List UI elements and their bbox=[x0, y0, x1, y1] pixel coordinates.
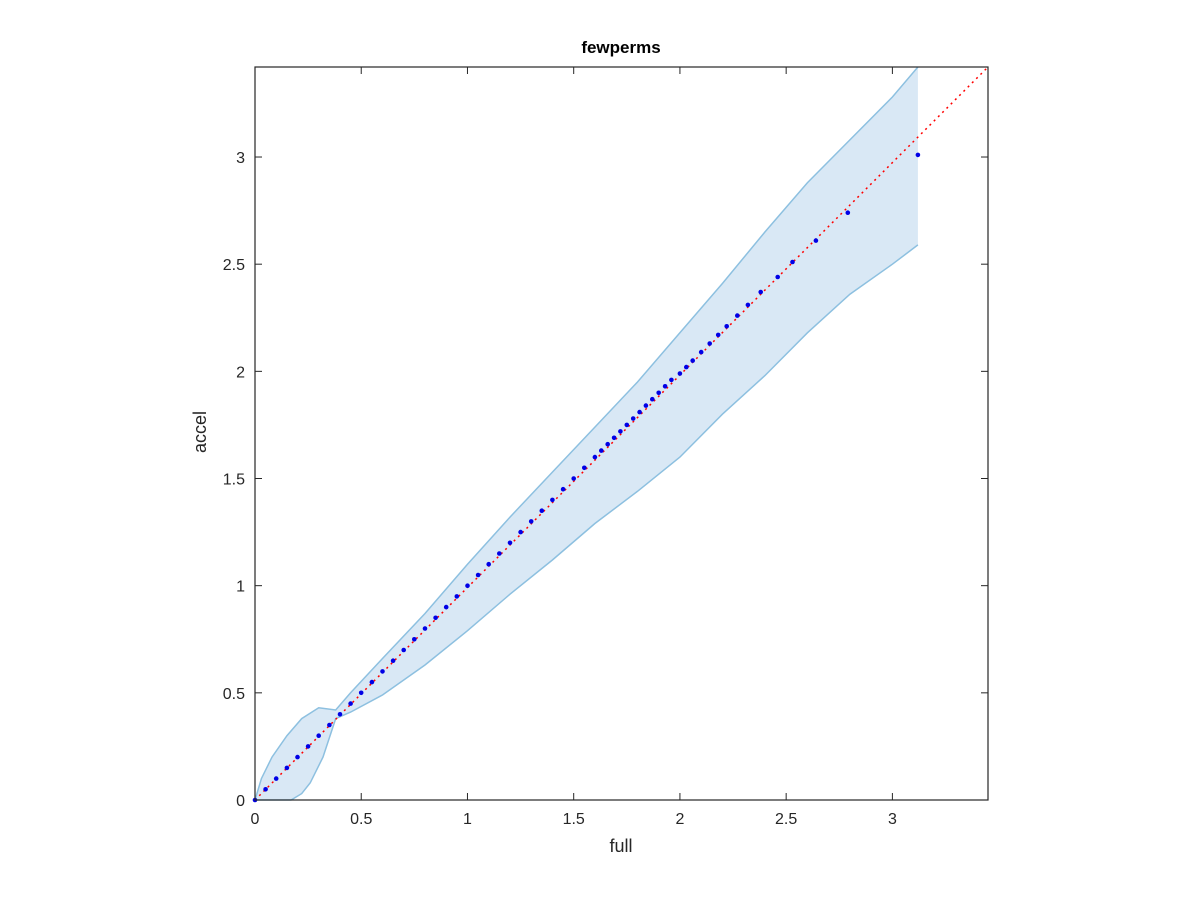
data-point bbox=[775, 274, 780, 280]
data-point bbox=[724, 324, 729, 329]
x-axis-label: full bbox=[609, 836, 632, 856]
x-tick-label: 3 bbox=[888, 811, 897, 828]
x-tick-label: 2.5 bbox=[775, 811, 797, 828]
data-point bbox=[422, 626, 428, 631]
y-tick-label: 0 bbox=[236, 793, 245, 810]
x-tick-label: 1 bbox=[463, 811, 472, 828]
data-point bbox=[337, 712, 343, 717]
y-axis-label: accel bbox=[190, 411, 210, 453]
data-point bbox=[390, 658, 396, 663]
data-point bbox=[284, 765, 290, 771]
data-point bbox=[582, 465, 587, 471]
data-point bbox=[790, 259, 795, 265]
data-point bbox=[745, 302, 751, 308]
y-tick-label: 3 bbox=[236, 150, 245, 167]
data-point bbox=[592, 454, 598, 460]
x-tick-label: 0 bbox=[251, 811, 260, 828]
data-point bbox=[643, 403, 649, 408]
data-point bbox=[669, 377, 674, 383]
data-points bbox=[252, 152, 921, 803]
data-point bbox=[662, 384, 668, 389]
data-point bbox=[507, 540, 513, 546]
band-lower-edge bbox=[255, 244, 919, 801]
data-point bbox=[369, 679, 375, 685]
data-point bbox=[465, 583, 470, 588]
y-tick-label: 1 bbox=[236, 579, 245, 596]
data-point bbox=[637, 409, 642, 415]
data-point bbox=[650, 396, 655, 402]
y-tick-label: 2 bbox=[236, 364, 245, 381]
data-point bbox=[677, 371, 683, 376]
data-point bbox=[915, 152, 921, 158]
data-point bbox=[630, 416, 636, 421]
data-point bbox=[684, 364, 689, 370]
band-upper-edge bbox=[254, 66, 919, 801]
data-point bbox=[624, 422, 630, 428]
data-point bbox=[273, 776, 279, 781]
x-tick-label: 1.5 bbox=[563, 811, 585, 828]
data-point bbox=[348, 701, 353, 706]
data-point bbox=[433, 615, 438, 621]
data-point bbox=[305, 744, 311, 749]
data-point bbox=[486, 561, 492, 567]
data-point bbox=[707, 341, 712, 346]
x-tick-label: 0.5 bbox=[350, 811, 372, 828]
data-point bbox=[599, 448, 604, 453]
data-point bbox=[690, 358, 695, 363]
axis-ticks: 0 0.5 1 1.5 2 2.5 3 0 0.5 1 1.5 2 2.5 3 bbox=[223, 67, 988, 828]
data-point bbox=[316, 733, 322, 738]
data-point bbox=[735, 313, 740, 318]
data-point bbox=[443, 604, 449, 610]
data-point bbox=[845, 210, 851, 215]
data-point bbox=[539, 508, 545, 513]
y-tick-label: 1.5 bbox=[223, 472, 245, 489]
data-point bbox=[605, 441, 610, 447]
axes-frame bbox=[254, 66, 989, 801]
y-tick-label: 2.5 bbox=[223, 257, 245, 274]
data-point bbox=[295, 754, 300, 760]
data-point bbox=[528, 519, 534, 524]
data-point bbox=[327, 722, 332, 728]
data-point bbox=[698, 349, 704, 355]
y-tick-label: 0.5 bbox=[223, 686, 245, 703]
chart-title: fewperms bbox=[581, 38, 660, 57]
data-point bbox=[571, 476, 576, 481]
data-point bbox=[518, 529, 523, 535]
data-point bbox=[401, 647, 407, 653]
data-point bbox=[263, 787, 268, 792]
data-point bbox=[497, 551, 502, 556]
data-point bbox=[560, 486, 566, 492]
data-point bbox=[412, 637, 417, 642]
data-point bbox=[380, 669, 385, 674]
data-point bbox=[813, 238, 819, 243]
band-fill bbox=[255, 67, 918, 800]
data-point bbox=[358, 690, 364, 696]
data-point bbox=[611, 435, 617, 441]
confidence-band bbox=[254, 66, 919, 801]
data-point bbox=[656, 390, 661, 396]
data-point bbox=[475, 572, 481, 578]
data-point bbox=[715, 332, 721, 338]
data-point bbox=[550, 497, 555, 503]
data-point bbox=[758, 289, 763, 295]
x-tick-label: 2 bbox=[675, 811, 684, 828]
data-point bbox=[454, 594, 460, 599]
data-point bbox=[618, 429, 623, 434]
